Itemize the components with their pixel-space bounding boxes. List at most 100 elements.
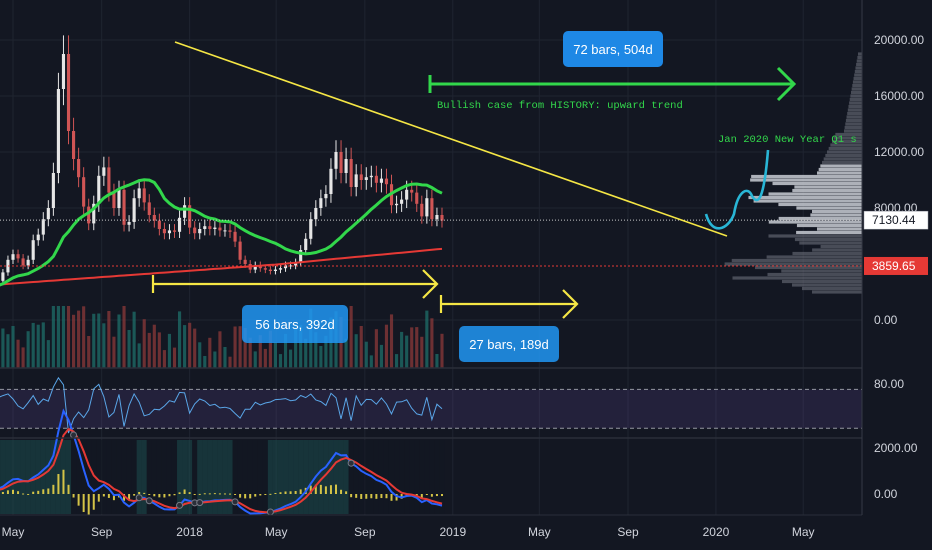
volume-profile-row [845, 122, 862, 126]
time-axis-tick: May [2, 525, 25, 539]
macd-shade-cell [121, 440, 127, 514]
candle-body [359, 174, 363, 180]
time-axis[interactable]: May Sep 2018 May Sep 2019 May Sep 2020 May [2, 525, 815, 539]
volume-profile-row [768, 220, 862, 224]
volume-bar [415, 327, 419, 368]
projection-path[interactable] [704, 149, 770, 230]
macd-histogram-bar [102, 494, 105, 497]
volume-bar [394, 354, 399, 368]
volume-profile-row [796, 206, 862, 210]
macd-histogram-bar [355, 494, 358, 498]
volume-bar [304, 338, 308, 368]
macd-shade-cell [267, 440, 273, 514]
price-axis-tick: 0.00 [874, 313, 898, 327]
volume-bar [147, 332, 151, 368]
candle-body [107, 167, 111, 193]
volume-bar [344, 338, 348, 368]
volume-bar [92, 313, 96, 368]
macd-cross-marker [145, 497, 153, 505]
volume-bar [400, 331, 404, 368]
volume-profile-row [768, 234, 862, 238]
macd-shade-cell [388, 440, 395, 514]
callout-left[interactable]: 56 bars, 392d [242, 305, 348, 343]
macd-shade-cell [222, 440, 228, 514]
macd-shade-cell [197, 440, 203, 514]
candle-body [425, 198, 429, 217]
candle-body [51, 173, 55, 208]
range-arrow-left[interactable] [151, 269, 439, 299]
candle-body [208, 226, 212, 229]
macd-histogram-bar [420, 494, 423, 498]
candle-body [46, 208, 50, 220]
candle-body [394, 203, 399, 206]
macd-cross-marker [231, 498, 239, 506]
volume-bar [61, 306, 66, 368]
volume-bar [213, 351, 217, 368]
macd-histogram-bar [82, 494, 85, 513]
macd-shade-cell [50, 440, 56, 514]
volume-bar [243, 328, 247, 368]
macd-shade-cell [298, 440, 304, 514]
candle-body [66, 54, 71, 131]
volume-profile-row [816, 227, 862, 231]
time-axis-tick: May [265, 525, 288, 539]
macd-shade-cell [187, 440, 193, 514]
candle-body [314, 208, 318, 220]
range-arrow-mid[interactable] [439, 289, 579, 319]
candle-body [147, 202, 151, 215]
macd-shade-cell [212, 440, 218, 514]
drawing-layer[interactable] [151, 41, 797, 319]
volume-bar [66, 306, 71, 368]
volume-profile-row [852, 80, 862, 84]
candles[interactable] [0, 35, 444, 300]
callout-mid[interactable]: 27 bars, 189d [459, 326, 559, 362]
macd-histogram-bar [1, 491, 4, 494]
macd-histogram-bar [335, 484, 338, 494]
candle-body [420, 203, 424, 217]
callout-mid-label: 27 bars, 189d [469, 337, 549, 352]
macd-histogram-bar [223, 493, 226, 495]
volume-bar [127, 330, 131, 368]
macd-histogram-bar [62, 469, 65, 494]
volume-profile-row [818, 167, 862, 172]
volume-bar [208, 337, 212, 368]
macd-histogram-bar [158, 494, 161, 498]
macd-shade-cell [126, 440, 132, 514]
volume-bar [268, 330, 272, 368]
macd-shade-cell [404, 440, 410, 514]
candle-body [31, 240, 35, 260]
volume-profile-row [856, 59, 862, 63]
candle-body [132, 198, 136, 222]
callout-top[interactable]: 72 bars, 504d [563, 31, 663, 67]
price-axis[interactable] [862, 0, 932, 550]
candle-body [21, 258, 25, 266]
volume-bar [420, 336, 424, 368]
ma-green-line [0, 178, 443, 287]
macd-histogram-bar [309, 485, 312, 494]
volume-bar [56, 306, 60, 368]
volume-profile-row [817, 171, 862, 175]
macd-shade-cell [328, 440, 334, 514]
range-arrow-top[interactable] [428, 66, 797, 102]
macd-histogram-bar [188, 492, 191, 494]
volume-profile-row [854, 73, 862, 77]
time-axis-tick: May [792, 525, 815, 539]
candle-body [11, 254, 15, 260]
macd-histogram-bar [264, 494, 267, 495]
macd-shade-cell [414, 440, 420, 514]
range-arrow-head [776, 66, 797, 102]
candle-body [253, 265, 257, 270]
macd-shade-cell [91, 440, 97, 514]
callout-left-label: 56 bars, 392d [255, 317, 335, 332]
macd-shade-cell [86, 440, 92, 514]
trendline[interactable] [174, 41, 728, 237]
volume-bar [238, 326, 242, 368]
macd-histogram-bar [234, 494, 237, 495]
volume-bar [359, 326, 363, 368]
candle-body [152, 215, 156, 221]
macd-shade-cell [202, 440, 208, 514]
candle-body [142, 188, 146, 203]
candle-body [218, 227, 222, 231]
macd-histogram-bar [390, 494, 393, 501]
